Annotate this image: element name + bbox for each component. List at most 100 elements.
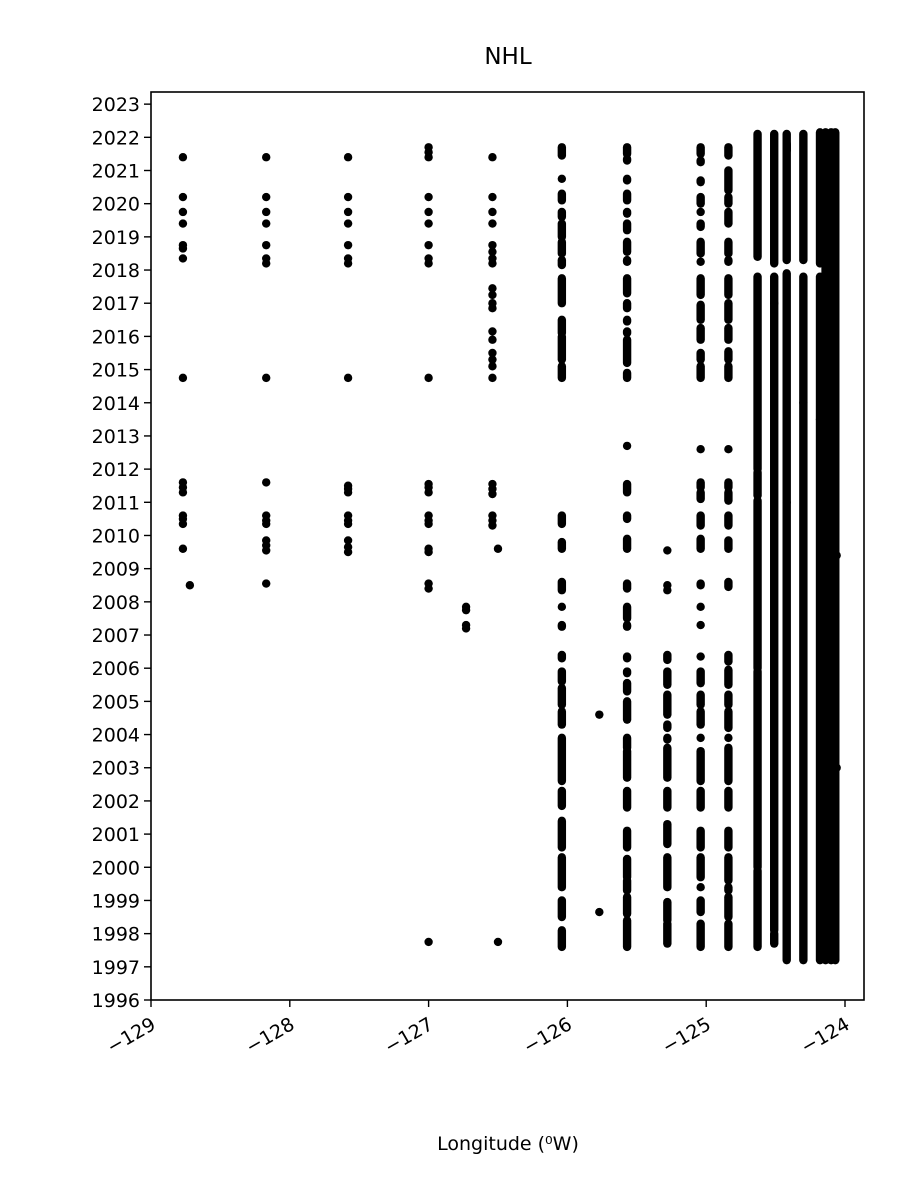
data-point-run bbox=[724, 511, 733, 530]
data-point-run bbox=[663, 690, 672, 719]
data-point bbox=[343, 219, 353, 228]
data-point bbox=[424, 153, 433, 162]
data-point-run bbox=[622, 534, 632, 553]
data-point-run bbox=[696, 176, 705, 187]
data-point-run bbox=[557, 577, 567, 595]
data-point-run bbox=[770, 929, 779, 948]
data-point-run bbox=[557, 667, 567, 686]
y-tick-label: 2006 bbox=[92, 658, 140, 680]
data-point-run bbox=[622, 154, 632, 165]
data-point-run bbox=[696, 579, 705, 590]
y-tick-label: 2018 bbox=[92, 260, 140, 282]
data-point bbox=[696, 882, 705, 892]
data-point bbox=[488, 259, 497, 268]
data-point-run bbox=[753, 496, 762, 673]
data-point-run bbox=[696, 667, 705, 688]
data-point bbox=[493, 937, 503, 947]
data-point-run bbox=[557, 237, 567, 258]
data-point-run bbox=[724, 143, 733, 160]
data-point-run bbox=[557, 853, 567, 892]
data-point bbox=[488, 362, 497, 371]
data-point-run bbox=[557, 896, 567, 922]
data-point-run bbox=[724, 478, 733, 492]
data-point bbox=[343, 259, 353, 268]
data-point bbox=[488, 303, 497, 313]
data-point-run bbox=[724, 743, 733, 786]
data-point bbox=[343, 488, 353, 497]
data-point-run bbox=[622, 368, 632, 383]
y-tick-label: 2015 bbox=[92, 360, 140, 382]
data-point bbox=[262, 240, 271, 250]
data-point-run bbox=[724, 488, 733, 505]
data-point-run bbox=[557, 816, 567, 852]
y-tick-label: 2010 bbox=[92, 525, 140, 547]
data-point-run bbox=[724, 166, 733, 195]
chart-title: NHL bbox=[484, 44, 532, 70]
data-point-run bbox=[696, 690, 705, 709]
plot-frame bbox=[150, 91, 865, 1001]
y-tick-label: 2014 bbox=[92, 393, 140, 415]
data-point bbox=[424, 373, 433, 383]
data-point-run bbox=[799, 272, 808, 407]
data-point bbox=[488, 247, 497, 256]
data-point bbox=[696, 207, 705, 217]
data-point-run bbox=[622, 916, 632, 952]
data-point bbox=[595, 907, 604, 917]
data-point-run bbox=[622, 876, 632, 895]
data-point-run bbox=[782, 139, 791, 265]
data-point bbox=[262, 207, 271, 217]
y-tick-label: 2002 bbox=[92, 791, 140, 813]
data-point bbox=[343, 207, 353, 217]
data-point-run bbox=[622, 327, 632, 338]
data-point-run bbox=[770, 299, 779, 935]
data-point-run bbox=[622, 667, 632, 678]
data-point-run bbox=[557, 620, 567, 631]
data-point bbox=[488, 489, 497, 499]
data-point bbox=[557, 602, 567, 612]
data-point-run bbox=[696, 300, 705, 325]
data-point bbox=[424, 207, 433, 217]
data-point-run bbox=[753, 866, 762, 952]
y-tick-label: 2011 bbox=[92, 492, 140, 514]
data-point bbox=[262, 219, 271, 228]
data-point bbox=[724, 445, 733, 454]
y-tick-label: 1998 bbox=[92, 924, 140, 946]
y-tick-label: 2012 bbox=[92, 459, 140, 481]
data-point bbox=[343, 547, 353, 557]
data-point-run bbox=[724, 237, 733, 258]
y-tick-label: 2020 bbox=[92, 194, 140, 216]
y-tick-label: 2009 bbox=[92, 559, 140, 581]
data-point-run bbox=[622, 733, 632, 753]
data-point bbox=[343, 192, 353, 202]
data-point-run bbox=[724, 362, 733, 383]
data-point-run bbox=[557, 274, 567, 308]
data-point-run bbox=[663, 819, 672, 849]
data-point-run bbox=[753, 468, 762, 500]
data-point-run bbox=[799, 398, 808, 965]
data-point-run bbox=[557, 207, 567, 222]
data-point-run bbox=[696, 786, 705, 812]
data-point bbox=[622, 441, 632, 451]
data-point-run bbox=[724, 707, 733, 733]
data-point-run bbox=[724, 323, 733, 344]
data-point-run bbox=[663, 919, 672, 948]
data-point-run bbox=[622, 174, 632, 185]
data-point-run bbox=[557, 683, 567, 709]
data-point-run bbox=[696, 826, 705, 852]
data-point-run bbox=[663, 733, 672, 744]
data-point-run bbox=[696, 274, 705, 300]
data-point-run bbox=[724, 207, 733, 228]
data-point bbox=[488, 219, 497, 228]
data-point-run bbox=[724, 892, 733, 922]
data-point bbox=[178, 207, 188, 217]
data-point-run bbox=[557, 255, 567, 270]
data-point bbox=[696, 652, 705, 661]
data-point-run bbox=[622, 255, 632, 266]
data-point-run bbox=[622, 652, 632, 663]
data-point-run bbox=[782, 498, 791, 965]
data-point-run bbox=[724, 577, 733, 592]
data-point bbox=[262, 519, 271, 529]
data-point-run bbox=[557, 315, 567, 338]
data-point-run bbox=[753, 667, 762, 872]
data-point-run bbox=[696, 896, 705, 917]
